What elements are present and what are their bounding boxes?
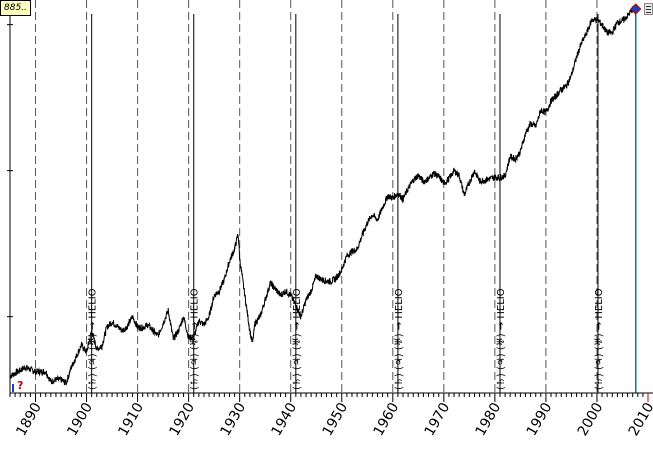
x-tick-label: 1990 [524,400,556,439]
x-tick-label: 2010 [626,400,653,439]
event-label: (♄) (♃) (♅) → HELIO [292,288,303,390]
x-tick-label: 1930 [217,400,249,439]
x-tick-label: 1920 [166,400,198,439]
x-axis-ticks: 1890 1900 1910 1920 1930 1940 1950 1960 1970 1980… [9,393,653,439]
event-label: (♄) (♃) (♅) → HELIO [496,288,507,390]
event-label: (♄) (♃) (♅) → HELIO [394,288,405,390]
gridlines [35,0,598,393]
event-label: (♄) (♃) (♅) → HELIO [88,288,99,390]
markers: ? [12,3,642,392]
event-label: (♄) (♃) (♅) → HELIO [190,288,201,390]
event-label: (♄) (♃) (♅) → HELIO [594,288,605,390]
x-tick-label: 1950 [320,400,352,439]
x-tick-label: 1940 [269,400,301,439]
value-readout: 885.. [0,0,31,16]
x-tick-label: 1910 [115,400,147,439]
x-tick-label: 1970 [422,400,454,439]
current-value-marker [630,3,642,15]
event-lines: (♄) (♃) (♅) → HELIO (♄) (♃) (♅) → HELIO (♄… [88,12,637,393]
menu-icon[interactable] [644,3,653,15]
x-tick-label: 1980 [473,400,505,439]
x-tick-label: 1900 [64,400,96,439]
x-tick-label: 1960 [371,400,403,439]
price-series-line [9,5,637,386]
x-tick-label: 2000 [575,400,607,439]
y-axis-ticks [7,24,13,318]
x-tick-label: 1890 [13,400,45,439]
start-marker: ? [17,379,23,392]
